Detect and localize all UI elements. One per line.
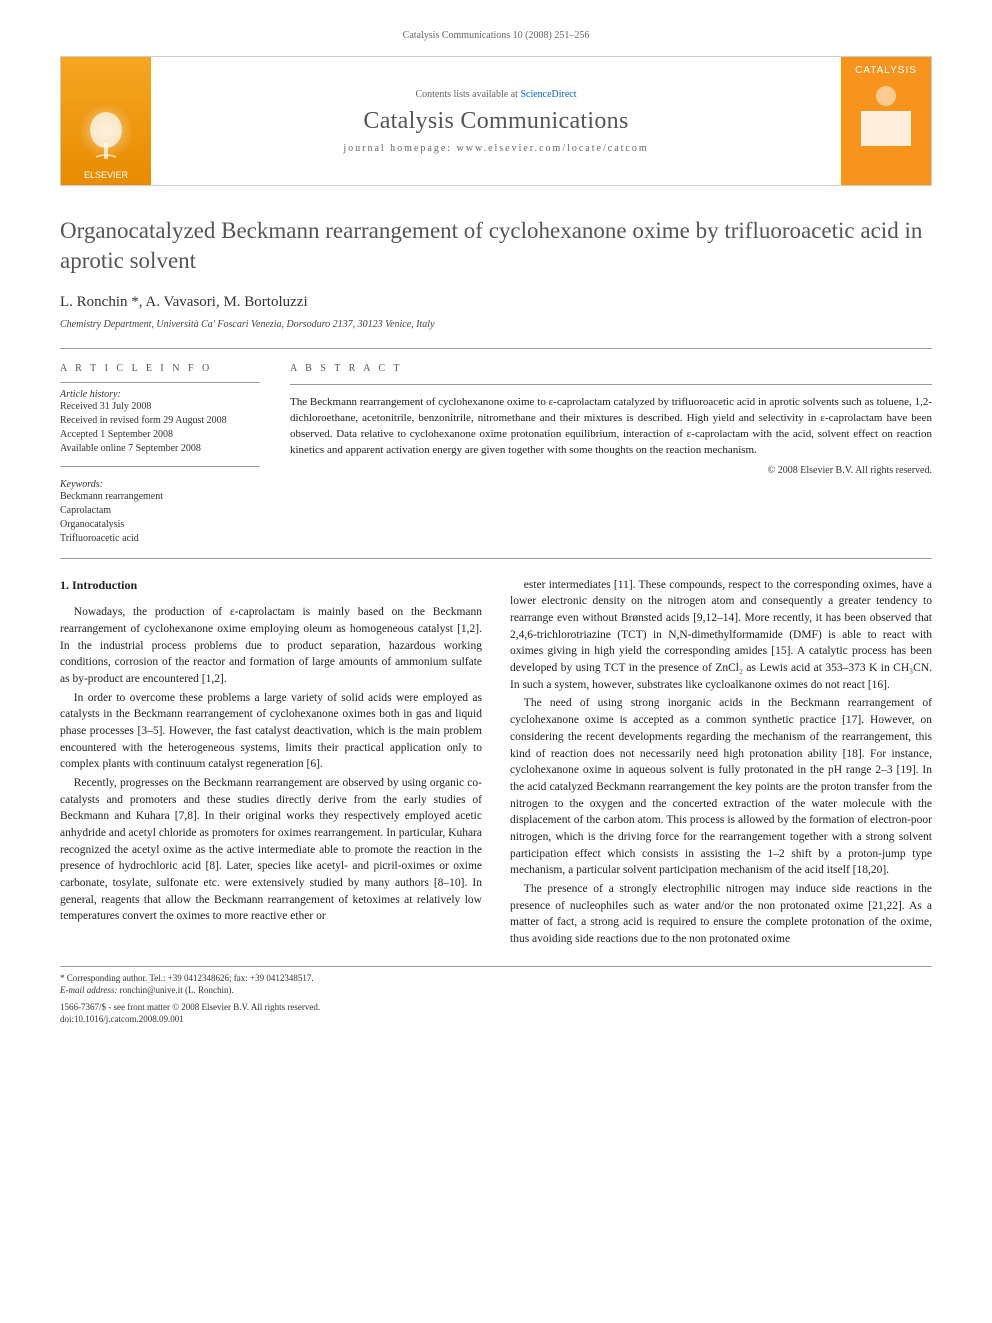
article-title: Organocatalyzed Beckmann rearrangement o… <box>60 216 932 276</box>
elsevier-tree-icon <box>81 105 131 170</box>
abstract-column: A B S T R A C T The Beckmann rearrangeme… <box>290 363 932 546</box>
article-info-heading: A R T I C L E I N F O <box>60 363 260 374</box>
article-history-label: Article history: <box>60 389 260 400</box>
keyword-2: Caprolactam <box>60 504 260 518</box>
paragraph-6: The presence of a strongly electrophilic… <box>510 881 932 948</box>
affiliation: Chemistry Department, Università Ca' Fos… <box>60 319 932 330</box>
cover-graphic-icon <box>851 76 921 156</box>
footer-block: * Corresponding author. Tel.: +39 041234… <box>60 966 932 995</box>
received-date: Received 31 July 2008 <box>60 400 260 414</box>
contents-available: Contents lists available at ScienceDirec… <box>415 89 576 100</box>
article-info-column: A R T I C L E I N F O Article history: R… <box>60 363 260 546</box>
doi-line: doi:10.1016/j.catcom.2008.09.001 <box>60 1013 932 1025</box>
footer-spacer <box>513 973 932 995</box>
section-1-heading: 1. Introduction <box>60 577 482 594</box>
cover-title: CATALYSIS <box>855 65 917 76</box>
online-date: Available online 7 September 2008 <box>60 442 260 456</box>
corresponding-author: * Corresponding author. Tel.: +39 041234… <box>60 973 479 983</box>
doi-block: 1566-7367/$ - see front matter © 2008 El… <box>60 1001 932 1025</box>
keyword-3: Organocatalysis <box>60 518 260 532</box>
journal-name: Catalysis Communications <box>363 108 628 135</box>
page-citation: Catalysis Communications 10 (2008) 251–2… <box>60 30 932 41</box>
paragraph-4: ester intermediates [11]. These compound… <box>510 577 932 694</box>
authors: L. Ronchin *, A. Vavasori, M. Bortoluzzi <box>60 294 932 311</box>
paragraph-1: Nowadays, the production of ε-caprolacta… <box>60 604 482 687</box>
journal-center: Contents lists available at ScienceDirec… <box>151 57 841 185</box>
journal-header-box: ELSEVIER Contents lists available at Sci… <box>60 56 932 186</box>
email-label: E-mail address: <box>60 985 117 995</box>
elsevier-label: ELSEVIER <box>84 170 128 180</box>
elsevier-logo: ELSEVIER <box>61 57 151 185</box>
abstract-rule <box>290 384 932 385</box>
email-address: ronchin@unive.it (L. Ronchin). <box>120 985 234 995</box>
sciencedirect-link[interactable]: ScienceDirect <box>520 89 576 100</box>
abstract-heading: A B S T R A C T <box>290 363 932 374</box>
rule-top <box>60 348 932 349</box>
keyword-4: Trifluoroacetic acid <box>60 532 260 546</box>
rule-bottom <box>60 558 932 559</box>
keywords-label: Keywords: <box>60 479 260 490</box>
contents-prefix: Contents lists available at <box>415 89 520 100</box>
info-abstract-row: A R T I C L E I N F O Article history: R… <box>60 363 932 546</box>
accepted-date: Accepted 1 September 2008 <box>60 428 260 442</box>
keyword-1: Beckmann rearrangement <box>60 490 260 504</box>
info-rule-2 <box>60 466 260 467</box>
footer-left: * Corresponding author. Tel.: +39 041234… <box>60 973 479 995</box>
abstract-copyright: © 2008 Elsevier B.V. All rights reserved… <box>290 465 932 476</box>
journal-homepage: journal homepage: www.elsevier.com/locat… <box>343 143 648 154</box>
body-columns: 1. Introduction Nowadays, the production… <box>60 577 932 948</box>
info-rule-1 <box>60 382 260 383</box>
paragraph-5: The need of using strong inorganic acids… <box>510 695 932 878</box>
abstract-text: The Beckmann rearrangement of cyclohexan… <box>290 395 932 459</box>
journal-cover-thumb: CATALYSIS <box>841 57 931 185</box>
revised-date: Received in revised form 29 August 2008 <box>60 414 260 428</box>
issn-line: 1566-7367/$ - see front matter © 2008 El… <box>60 1001 932 1013</box>
paragraph-2: In order to overcome these problems a la… <box>60 690 482 773</box>
paragraph-3: Recently, progresses on the Beckmann rea… <box>60 775 482 925</box>
